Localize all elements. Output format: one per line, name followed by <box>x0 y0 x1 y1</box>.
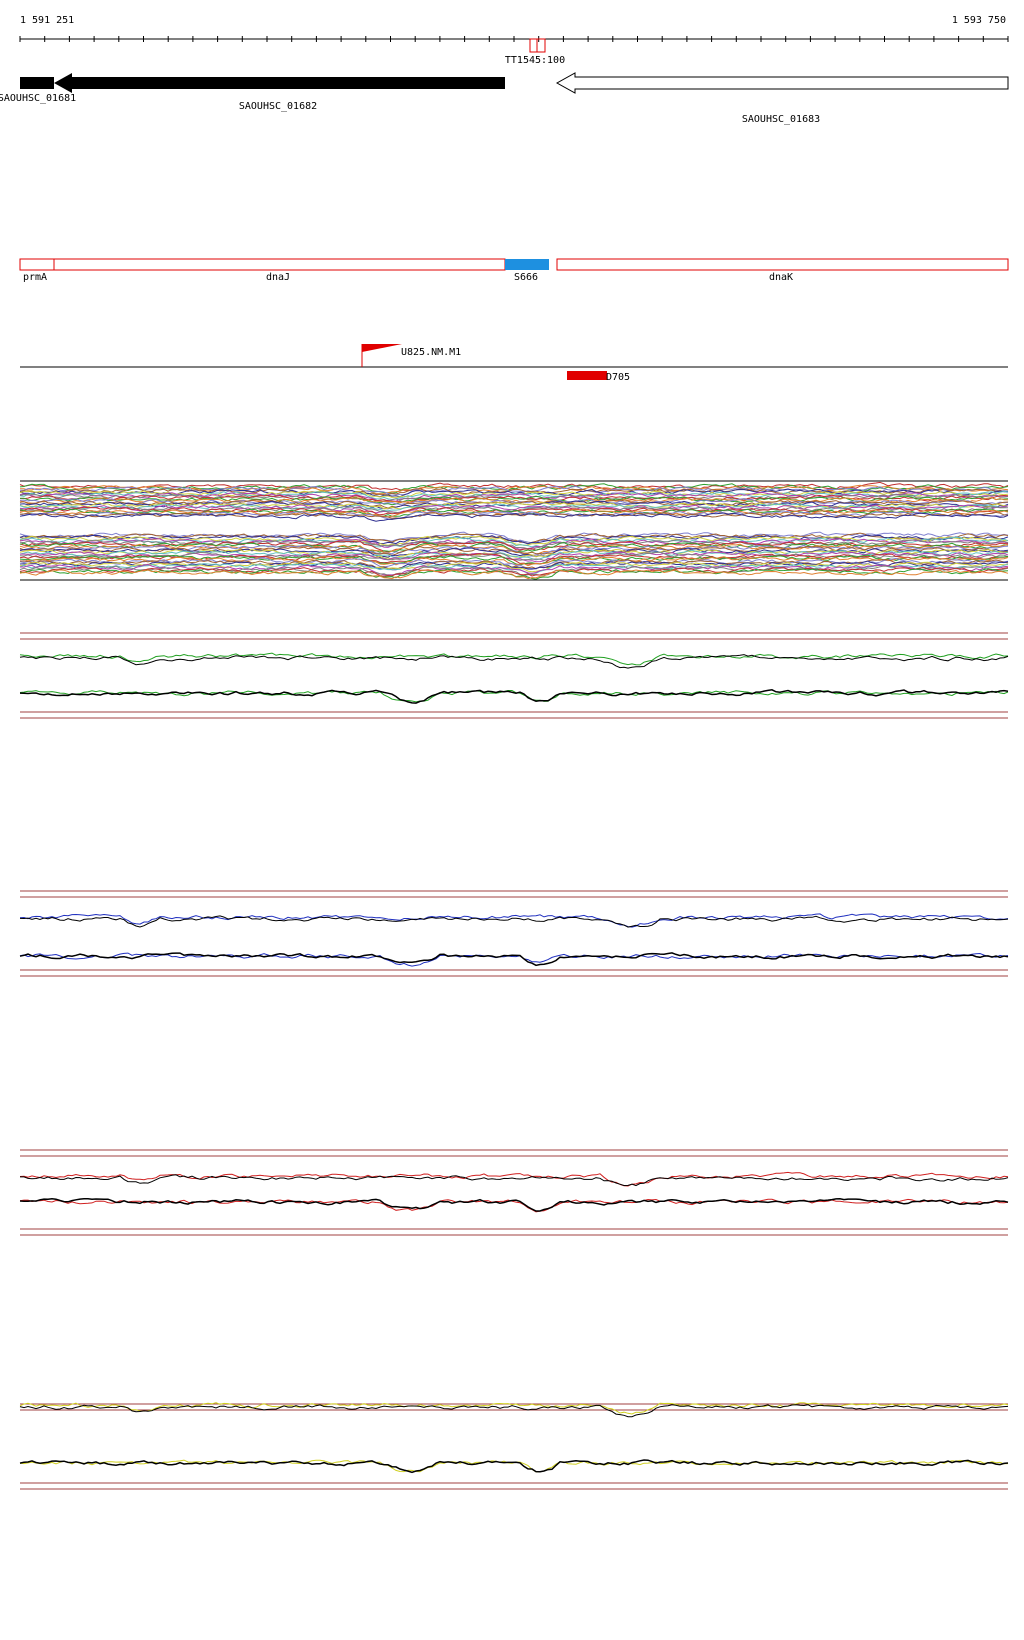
coverage-trace <box>19 532 1009 545</box>
marker-label: TT1545:100 <box>505 55 565 66</box>
read-block <box>567 371 607 380</box>
feature <box>19 258 55 271</box>
coverage-trace <box>19 652 1009 666</box>
coverage-tracks <box>19 480 1009 1490</box>
feature <box>53 258 506 271</box>
coverage-trace <box>19 915 1009 928</box>
coverage-trace <box>19 512 1009 522</box>
coverage-trace <box>19 485 1009 496</box>
coverage-trace <box>20 563 1009 576</box>
gene-arrow <box>54 73 505 93</box>
ruler-end: 1 593 750 <box>952 15 1006 26</box>
coverage-trace <box>19 549 1009 561</box>
coverage-trace <box>19 539 1009 550</box>
gene-arrow <box>555 72 1009 94</box>
coverage-trace <box>19 557 1009 570</box>
coverage-trace <box>19 545 1009 556</box>
coverage-trace <box>19 1197 1009 1212</box>
feature <box>556 258 1009 271</box>
read-label: U825.NM.M1 <box>401 347 461 358</box>
coverage-trace <box>19 654 1009 669</box>
feature-label: S666 <box>514 272 538 283</box>
coverage-trace <box>19 538 1009 550</box>
coverage-trace <box>19 501 1008 510</box>
read-flag <box>362 344 402 352</box>
coverage-trace <box>20 1174 1009 1187</box>
feature-label: dnaK <box>769 272 793 283</box>
coverage-trace <box>19 689 1009 704</box>
read-label: D705 <box>606 372 630 383</box>
coverage-trace <box>19 560 1009 571</box>
coverage-trace <box>19 569 1009 580</box>
coverage-trace <box>19 1404 1009 1418</box>
ruler-start: 1 591 251 <box>20 15 74 26</box>
gene-label: SAOUHSC_01682 <box>239 101 317 112</box>
coverage-trace <box>19 566 1009 577</box>
coverage-trace <box>19 561 1009 573</box>
coverage-trace <box>19 952 1009 967</box>
coverage-trace <box>19 496 1009 504</box>
coverage-trace <box>19 952 1009 967</box>
ruler-ticks <box>19 36 1009 42</box>
coverage-trace <box>19 1198 1009 1213</box>
coverage-trace <box>19 511 1008 520</box>
feature-label: prmA <box>23 272 47 283</box>
coverage-trace <box>19 554 1009 566</box>
feature <box>505 259 549 270</box>
coverage-trace <box>19 483 1009 494</box>
coverage-trace <box>19 487 1009 496</box>
gene-label: SAOUHSC_01683 <box>742 114 820 125</box>
gene-label: SAOUHSC_01681 <box>0 93 76 104</box>
feature-label: dnaJ <box>266 272 290 283</box>
gene <box>20 77 54 89</box>
coverage-trace <box>19 1459 1009 1474</box>
coverage-trace <box>19 913 1009 928</box>
